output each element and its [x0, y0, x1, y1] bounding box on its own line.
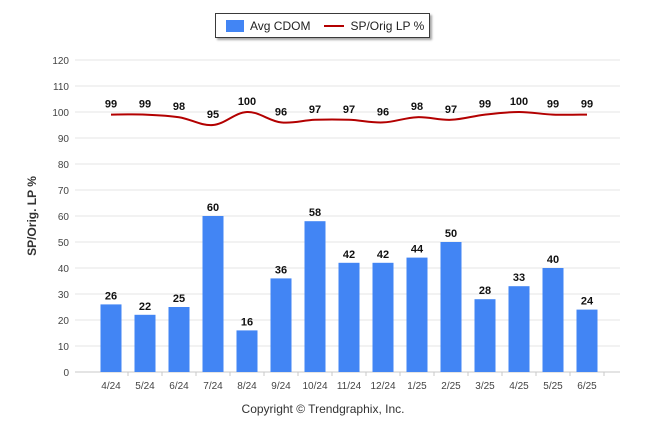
bar-data-label: 42 [343, 249, 355, 261]
line-data-label: 100 [510, 96, 528, 108]
chart-legend: Avg CDOM SP/Orig LP % [215, 13, 430, 38]
line-data-label: 99 [547, 99, 559, 111]
legend-label-sp-orig: SP/Orig LP % [350, 18, 425, 33]
bar [202, 216, 224, 372]
bar-data-label: 16 [241, 316, 253, 328]
bar-data-label: 60 [207, 202, 219, 214]
bar [474, 299, 496, 372]
bar [168, 307, 190, 372]
x-tick-label: 9/24 [271, 381, 291, 392]
legend-item-sp-orig: SP/Orig LP % [324, 19, 424, 33]
x-tick-label: 10/24 [302, 381, 327, 392]
x-tick-label: 7/24 [203, 381, 223, 392]
line-data-label: 99 [581, 99, 593, 111]
y-tick-label: 10 [58, 342, 70, 353]
bar [508, 286, 530, 372]
line-data-label: 97 [445, 104, 457, 116]
bar [576, 309, 598, 372]
bar-data-label: 26 [105, 290, 117, 302]
bar-data-label: 40 [547, 254, 559, 266]
bar [406, 257, 428, 372]
bar-data-label: 24 [581, 296, 594, 308]
bar [542, 268, 564, 372]
y-tick-label: 0 [63, 368, 69, 379]
bar [134, 314, 156, 372]
x-tick-label: 1/25 [407, 381, 427, 392]
y-tick-label: 100 [52, 108, 69, 119]
line-data-label: 95 [207, 109, 219, 121]
y-tick-label: 40 [58, 264, 70, 275]
bar-data-label: 33 [513, 272, 525, 284]
line-data-label: 100 [238, 96, 256, 108]
bar-data-label: 58 [309, 207, 321, 219]
y-tick-label: 30 [58, 290, 70, 301]
x-tick-label: 2/25 [441, 381, 461, 392]
line-data-label: 98 [411, 101, 423, 113]
bar [270, 278, 292, 372]
y-tick-label: 70 [58, 186, 70, 197]
x-tick-label: 5/24 [135, 381, 155, 392]
y-tick-label: 60 [58, 212, 70, 223]
bar-data-label: 44 [411, 244, 424, 256]
x-tick-label: 5/25 [543, 381, 563, 392]
bar [440, 242, 462, 372]
legend-swatch-line [324, 24, 345, 27]
bar-data-label: 28 [479, 285, 491, 297]
line-data-label: 96 [377, 106, 389, 118]
line-data-label: 97 [343, 104, 355, 116]
line-data-label: 96 [275, 106, 287, 118]
y-tick-label: 90 [58, 134, 70, 145]
sp-orig-line [110, 110, 588, 127]
x-tick-label: 4/25 [509, 381, 529, 392]
bar-data-label: 50 [445, 228, 457, 240]
x-tick-label: 11/24 [337, 381, 362, 392]
bar-data-label: 22 [139, 301, 151, 313]
legend-swatch-bar [226, 19, 244, 32]
y-tick-label: 120 [52, 56, 69, 67]
copyright-text: Copyright © Trendgraphix, Inc. [241, 402, 405, 416]
line-data-label: 99 [479, 99, 491, 111]
x-tick-label: 3/25 [475, 381, 495, 392]
bar-data-label: 25 [173, 293, 185, 305]
bar [338, 262, 360, 372]
y-tick-label: 80 [58, 160, 70, 171]
y-tick-label: 110 [53, 82, 69, 93]
x-tick-label: 8/24 [237, 381, 257, 392]
bar-data-label: 42 [377, 249, 389, 261]
y-tick-label: 50 [58, 238, 70, 249]
legend-label-avg-cdom: Avg CDOM [250, 18, 311, 33]
y-tick-label: 20 [58, 316, 70, 327]
x-tick-label: 12/24 [370, 381, 395, 392]
x-tick-label: 6/24 [169, 381, 189, 392]
bar-data-label: 36 [275, 264, 287, 276]
bar [100, 304, 122, 372]
bar [372, 262, 394, 372]
line-data-label: 97 [309, 104, 321, 116]
x-tick-label: 6/25 [577, 381, 597, 392]
bar [236, 330, 258, 372]
line-data-label: 98 [173, 101, 185, 113]
line-data-label: 99 [105, 99, 117, 111]
bar [304, 221, 326, 372]
line-data-label: 99 [139, 99, 151, 111]
legend-item-avg-cdom: Avg CDOM [226, 19, 310, 33]
x-tick-label: 4/24 [101, 381, 121, 392]
